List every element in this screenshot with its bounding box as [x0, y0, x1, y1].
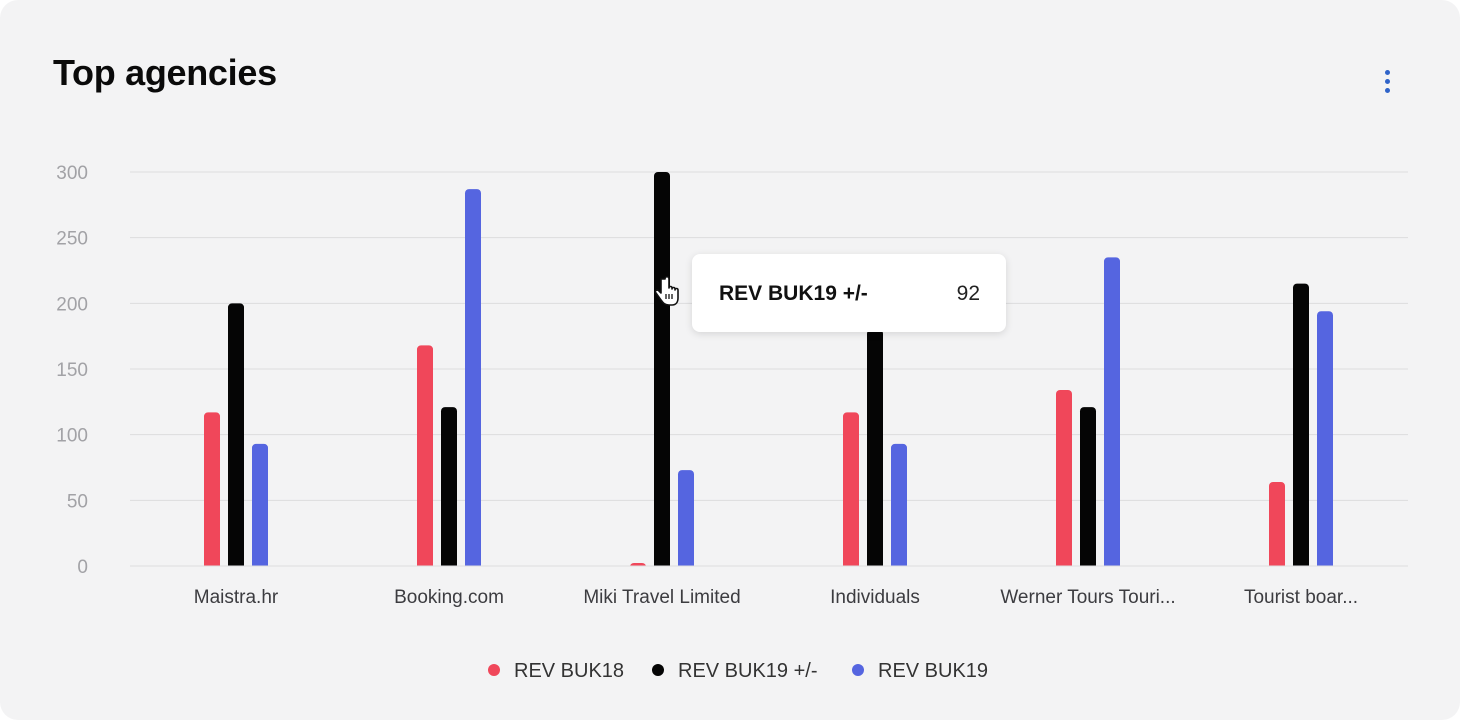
- bar[interactable]: [1056, 390, 1072, 570]
- legend-dot-icon: [852, 663, 864, 676]
- bar[interactable]: [1104, 257, 1120, 570]
- bar[interactable]: [843, 412, 859, 570]
- y-tick-label: 250: [56, 229, 88, 250]
- bar[interactable]: [1317, 311, 1333, 570]
- grid-lines: [130, 171, 1408, 567]
- x-tick-label: Maistra.hr: [194, 587, 279, 608]
- legend-item-rev-buk19-diff[interactable]: REV BUK19 +/-: [652, 656, 818, 686]
- bar[interactable]: [1293, 283, 1309, 570]
- x-tick-label: Miki Travel Limited: [583, 587, 740, 608]
- bar[interactable]: [417, 345, 433, 570]
- legend-label: REV BUK19: [878, 660, 989, 682]
- legend-label: REV BUK19 +/-: [678, 660, 818, 682]
- bar[interactable]: [654, 172, 670, 570]
- baseline-mask: [130, 566, 1408, 572]
- x-tick-label: Werner Tours Touri...: [1000, 587, 1175, 608]
- y-tick-label: 150: [56, 360, 88, 381]
- chart-tooltip: REV BUK19 +/- 92: [692, 254, 1006, 332]
- x-axis-ticks: Maistra.hr Booking.com Miki Travel Limited…: [194, 587, 1358, 608]
- bar[interactable]: [867, 329, 883, 570]
- bar[interactable]: [465, 189, 481, 570]
- y-tick-label: 200: [56, 294, 88, 315]
- bar[interactable]: [1080, 407, 1096, 570]
- more-vertical-icon[interactable]: [1372, 64, 1404, 100]
- bar[interactable]: [1269, 481, 1285, 570]
- card-title: Top agencies: [53, 52, 277, 93]
- legend-dot-icon: [652, 663, 664, 676]
- tooltip-label: REV BUK19 +/-: [719, 282, 868, 305]
- bar[interactable]: [204, 412, 220, 570]
- tooltip-value: 92: [956, 282, 980, 305]
- y-tick-label: 300: [56, 163, 88, 184]
- hand-pointer-icon: [654, 276, 679, 306]
- bar[interactable]: [891, 443, 907, 570]
- legend-dot-icon: [488, 663, 500, 676]
- y-tick-label: 100: [56, 426, 88, 447]
- legend-item-rev-buk19[interactable]: REV BUK19: [852, 656, 988, 686]
- bar[interactable]: [252, 443, 268, 570]
- x-tick-label: Tourist boar...: [1244, 587, 1358, 608]
- x-tick-label: Individuals: [830, 587, 920, 608]
- y-tick-label: 50: [67, 491, 88, 512]
- bar[interactable]: [678, 470, 694, 570]
- bars: [130, 172, 1408, 572]
- legend-item-rev-buk18[interactable]: REV BUK18: [488, 656, 624, 686]
- chart-legend: REV BUK18 REV BUK19 +/- REV BUK19: [0, 656, 1460, 686]
- x-tick-label: Booking.com: [394, 587, 504, 608]
- legend-label: REV BUK18: [514, 660, 625, 682]
- bar[interactable]: [441, 407, 457, 570]
- bar[interactable]: [228, 303, 244, 570]
- y-axis-ticks: 300 250 200 150 100 50 0: [56, 163, 88, 578]
- y-tick-label: 0: [77, 557, 88, 578]
